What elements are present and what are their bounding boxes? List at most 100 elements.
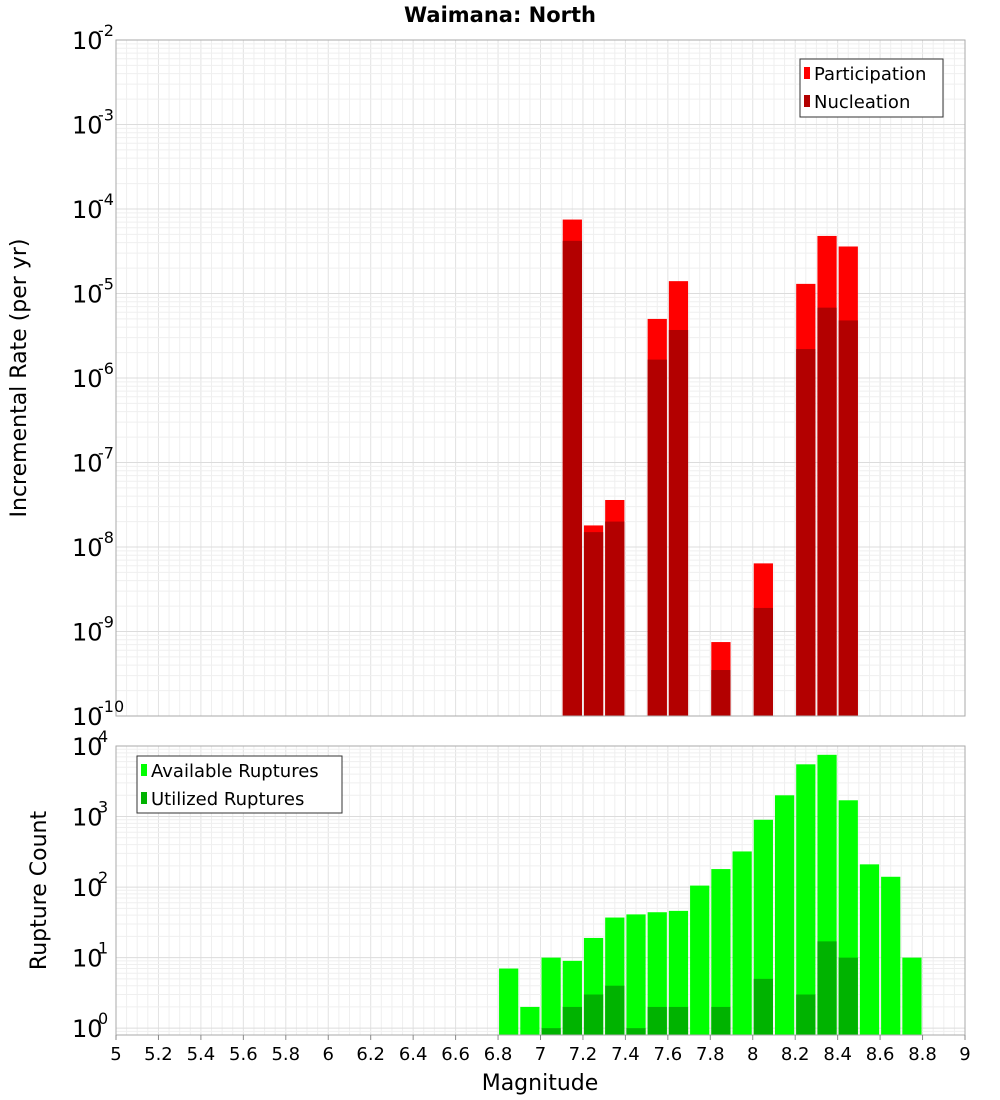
x-tick-label: 7 [535,1044,546,1065]
bar-available-ruptures [711,869,731,1035]
x-tick-label: 5 [110,1044,121,1065]
bar-utilized-ruptures [711,1006,731,1035]
legend-label: Available Ruptures [151,761,319,782]
y-tick-base: 10 [72,534,103,562]
legend-swatch [804,95,810,107]
y-tick-base: 10 [72,804,103,832]
y-tick: 10-3 [72,106,114,140]
bar-available-ruptures [796,764,816,1035]
bar-nucleation [562,240,582,716]
y-tick: 104 [72,727,108,761]
x-tick-label: 8.4 [823,1044,852,1065]
legend-swatch [141,792,147,804]
bar-nucleation [583,532,604,716]
bar-available-ruptures [668,910,689,1035]
y-tick-exponent: 4 [98,727,108,746]
legend-box [799,58,944,118]
x-tick-label: 6.6 [441,1044,470,1065]
bar-nucleation [817,307,837,716]
x-tick-label: 6.4 [399,1044,428,1065]
y-tick: 102 [72,868,108,902]
y-tick-exponent: 3 [98,798,108,817]
y-tick: 10-2 [72,21,114,55]
x-tick-label: 5.2 [144,1044,173,1065]
bar-utilized-ruptures [647,1006,667,1035]
bar-utilized-ruptures [541,1028,561,1035]
bar-available-ruptures [499,968,519,1035]
y-tick: 103 [72,798,108,832]
y-tick: 10-10 [72,697,124,731]
rate-panel: 10-1010-910-810-710-610-510-410-310-2Inc… [7,21,966,731]
bar-available-ruptures [690,885,710,1035]
legend: Available Ruptures Utilized Ruptures [136,755,343,814]
legend-label: Participation [814,64,926,85]
y-tick-exponent: -6 [98,359,114,378]
y-tick-base: 10 [72,112,103,140]
bar-nucleation [838,320,858,716]
bar-available-ruptures [774,795,795,1035]
bar-utilized-ruptures [583,994,604,1035]
x-tick-label: 6 [323,1044,334,1065]
bar-available-ruptures [626,914,646,1035]
y-tick-base: 10 [72,196,103,224]
legend: Participation Nucleation [799,58,944,118]
bar-nucleation [753,607,773,716]
y-tick-base: 10 [72,365,103,393]
y-tick-exponent: -7 [98,444,114,463]
y-tick-base: 10 [72,945,103,973]
x-tick-label: 6.8 [484,1044,513,1065]
y-tick-base: 10 [72,733,103,761]
y-tick-exponent: -2 [98,21,114,40]
y-tick-exponent: -4 [98,190,114,209]
y-tick: 10-8 [72,528,114,562]
bar-nucleation [711,670,731,716]
y-tick-base: 10 [72,874,103,902]
legend-swatch [804,67,810,79]
x-tick-label: 5.6 [229,1044,258,1065]
bar-available-ruptures [902,957,922,1035]
bar-utilized-ruptures [838,957,858,1035]
x-tick-label: 8.8 [908,1044,937,1065]
bar-available-ruptures [732,851,752,1035]
x-tick-label: 5.8 [271,1044,300,1065]
legend-label: Nucleation [814,92,910,113]
x-tick-label: 8 [747,1044,758,1065]
bar-nucleation [647,359,667,716]
y-tick-exponent: -8 [98,528,114,547]
y-tick-base: 10 [72,281,103,309]
y-tick-base: 10 [72,703,103,731]
y-tick: 101 [72,939,108,973]
bar-available-ruptures [520,1006,540,1035]
bar-available-ruptures [647,912,667,1035]
bar-utilized-ruptures [753,978,773,1035]
y-tick: 10-5 [72,275,114,309]
bar-available-ruptures [881,876,901,1035]
legend-box [136,755,343,814]
x-tick-label: 5.4 [187,1044,216,1065]
y-tick-exponent: -5 [98,275,114,294]
bar-utilized-ruptures [626,1028,646,1035]
y-tick-base: 10 [72,27,103,55]
bar-utilized-ruptures [562,1006,582,1035]
y-axis-label: Rupture Count [27,811,52,971]
y-tick: 10-9 [72,613,114,647]
x-tick-label: 6.2 [356,1044,385,1065]
bar-utilized-ruptures [796,994,816,1035]
bar-utilized-ruptures [668,1006,689,1035]
y-tick: 10-6 [72,359,114,393]
y-tick-exponent: -10 [98,697,124,716]
y-tick: 10-4 [72,190,114,224]
y-tick-base: 10 [72,450,103,478]
y-tick-base: 10 [72,1015,103,1043]
y-tick-exponent: 1 [98,939,108,958]
y-tick-exponent: 2 [98,868,108,887]
y-axis-label: Incremental Rate (per yr) [7,239,32,518]
bar-available-ruptures [541,957,561,1035]
y-tick-exponent: 0 [98,1009,108,1028]
legend-label: Utilized Ruptures [151,789,304,810]
bar-utilized-ruptures [605,985,625,1035]
y-tick-base: 10 [72,619,103,647]
bar-nucleation [605,521,625,716]
